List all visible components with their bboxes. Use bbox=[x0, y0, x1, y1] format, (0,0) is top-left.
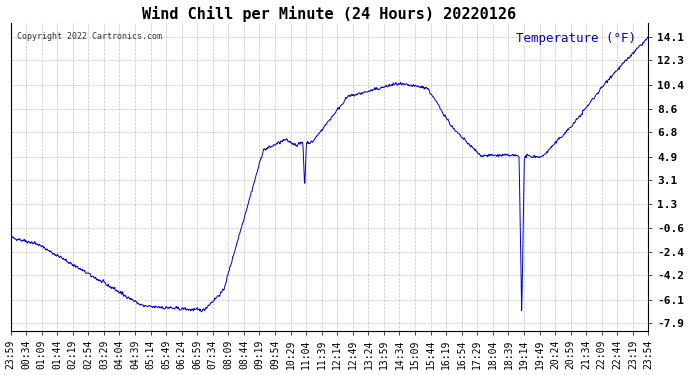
Text: Copyright 2022 Cartronics.com: Copyright 2022 Cartronics.com bbox=[17, 32, 162, 41]
Text: Temperature (°F): Temperature (°F) bbox=[515, 32, 635, 45]
Title: Wind Chill per Minute (24 Hours) 20220126: Wind Chill per Minute (24 Hours) 2022012… bbox=[142, 6, 517, 21]
